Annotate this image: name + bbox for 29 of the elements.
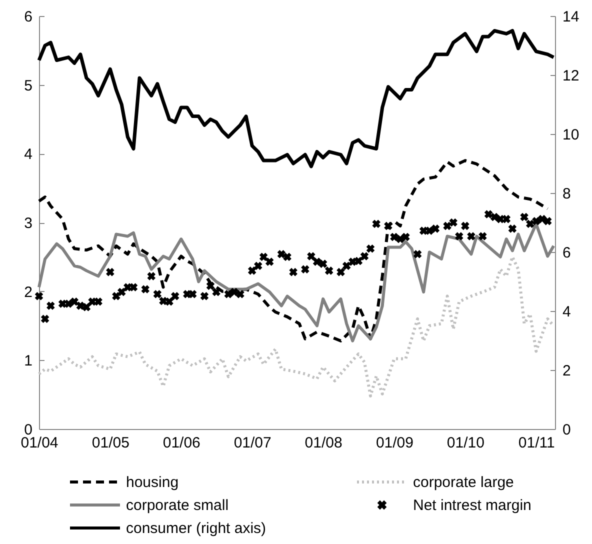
- y-tick-label: 1: [24, 352, 32, 370]
- legend-label: corporate small: [126, 497, 229, 514]
- legend-label: Net intrest margin: [413, 497, 532, 514]
- y-tick-label: 5: [24, 77, 32, 94]
- y-tick-label: 4: [24, 146, 32, 164]
- y2-tick-label: 6: [562, 244, 571, 262]
- legend-label: consumer (right axis): [126, 520, 266, 537]
- y-tick-label: 6: [24, 8, 32, 26]
- x-tick-label: 01/10: [446, 434, 484, 452]
- x-tick-label: 01/06: [162, 434, 200, 452]
- line-series: [38, 159, 550, 342]
- y-tick-label: 2: [24, 284, 32, 301]
- y2-tick-label: 8: [562, 186, 571, 202]
- line-series: [38, 255, 556, 398]
- x-tick-label: 01/08: [304, 434, 342, 452]
- x-tick-label: 01/05: [92, 434, 130, 452]
- x-tick-label: 01/09: [376, 434, 414, 452]
- y-tick-label: 3: [24, 215, 32, 232]
- line-series: [37, 29, 556, 168]
- y2-tick-label: 12: [562, 68, 580, 84]
- x-tick-label: 01/07: [234, 434, 272, 452]
- y2-tick-label: 10: [562, 126, 580, 144]
- y2-tick-label: 0: [562, 422, 571, 438]
- y2-tick-label: 14: [562, 8, 580, 26]
- y2-tick-label: 2: [562, 362, 571, 380]
- legend-label: housing: [126, 474, 179, 491]
- x-tick-label: 01/11: [518, 434, 555, 452]
- legend-label: corporate large: [413, 474, 514, 491]
- y2-tick-label: 4: [562, 304, 571, 320]
